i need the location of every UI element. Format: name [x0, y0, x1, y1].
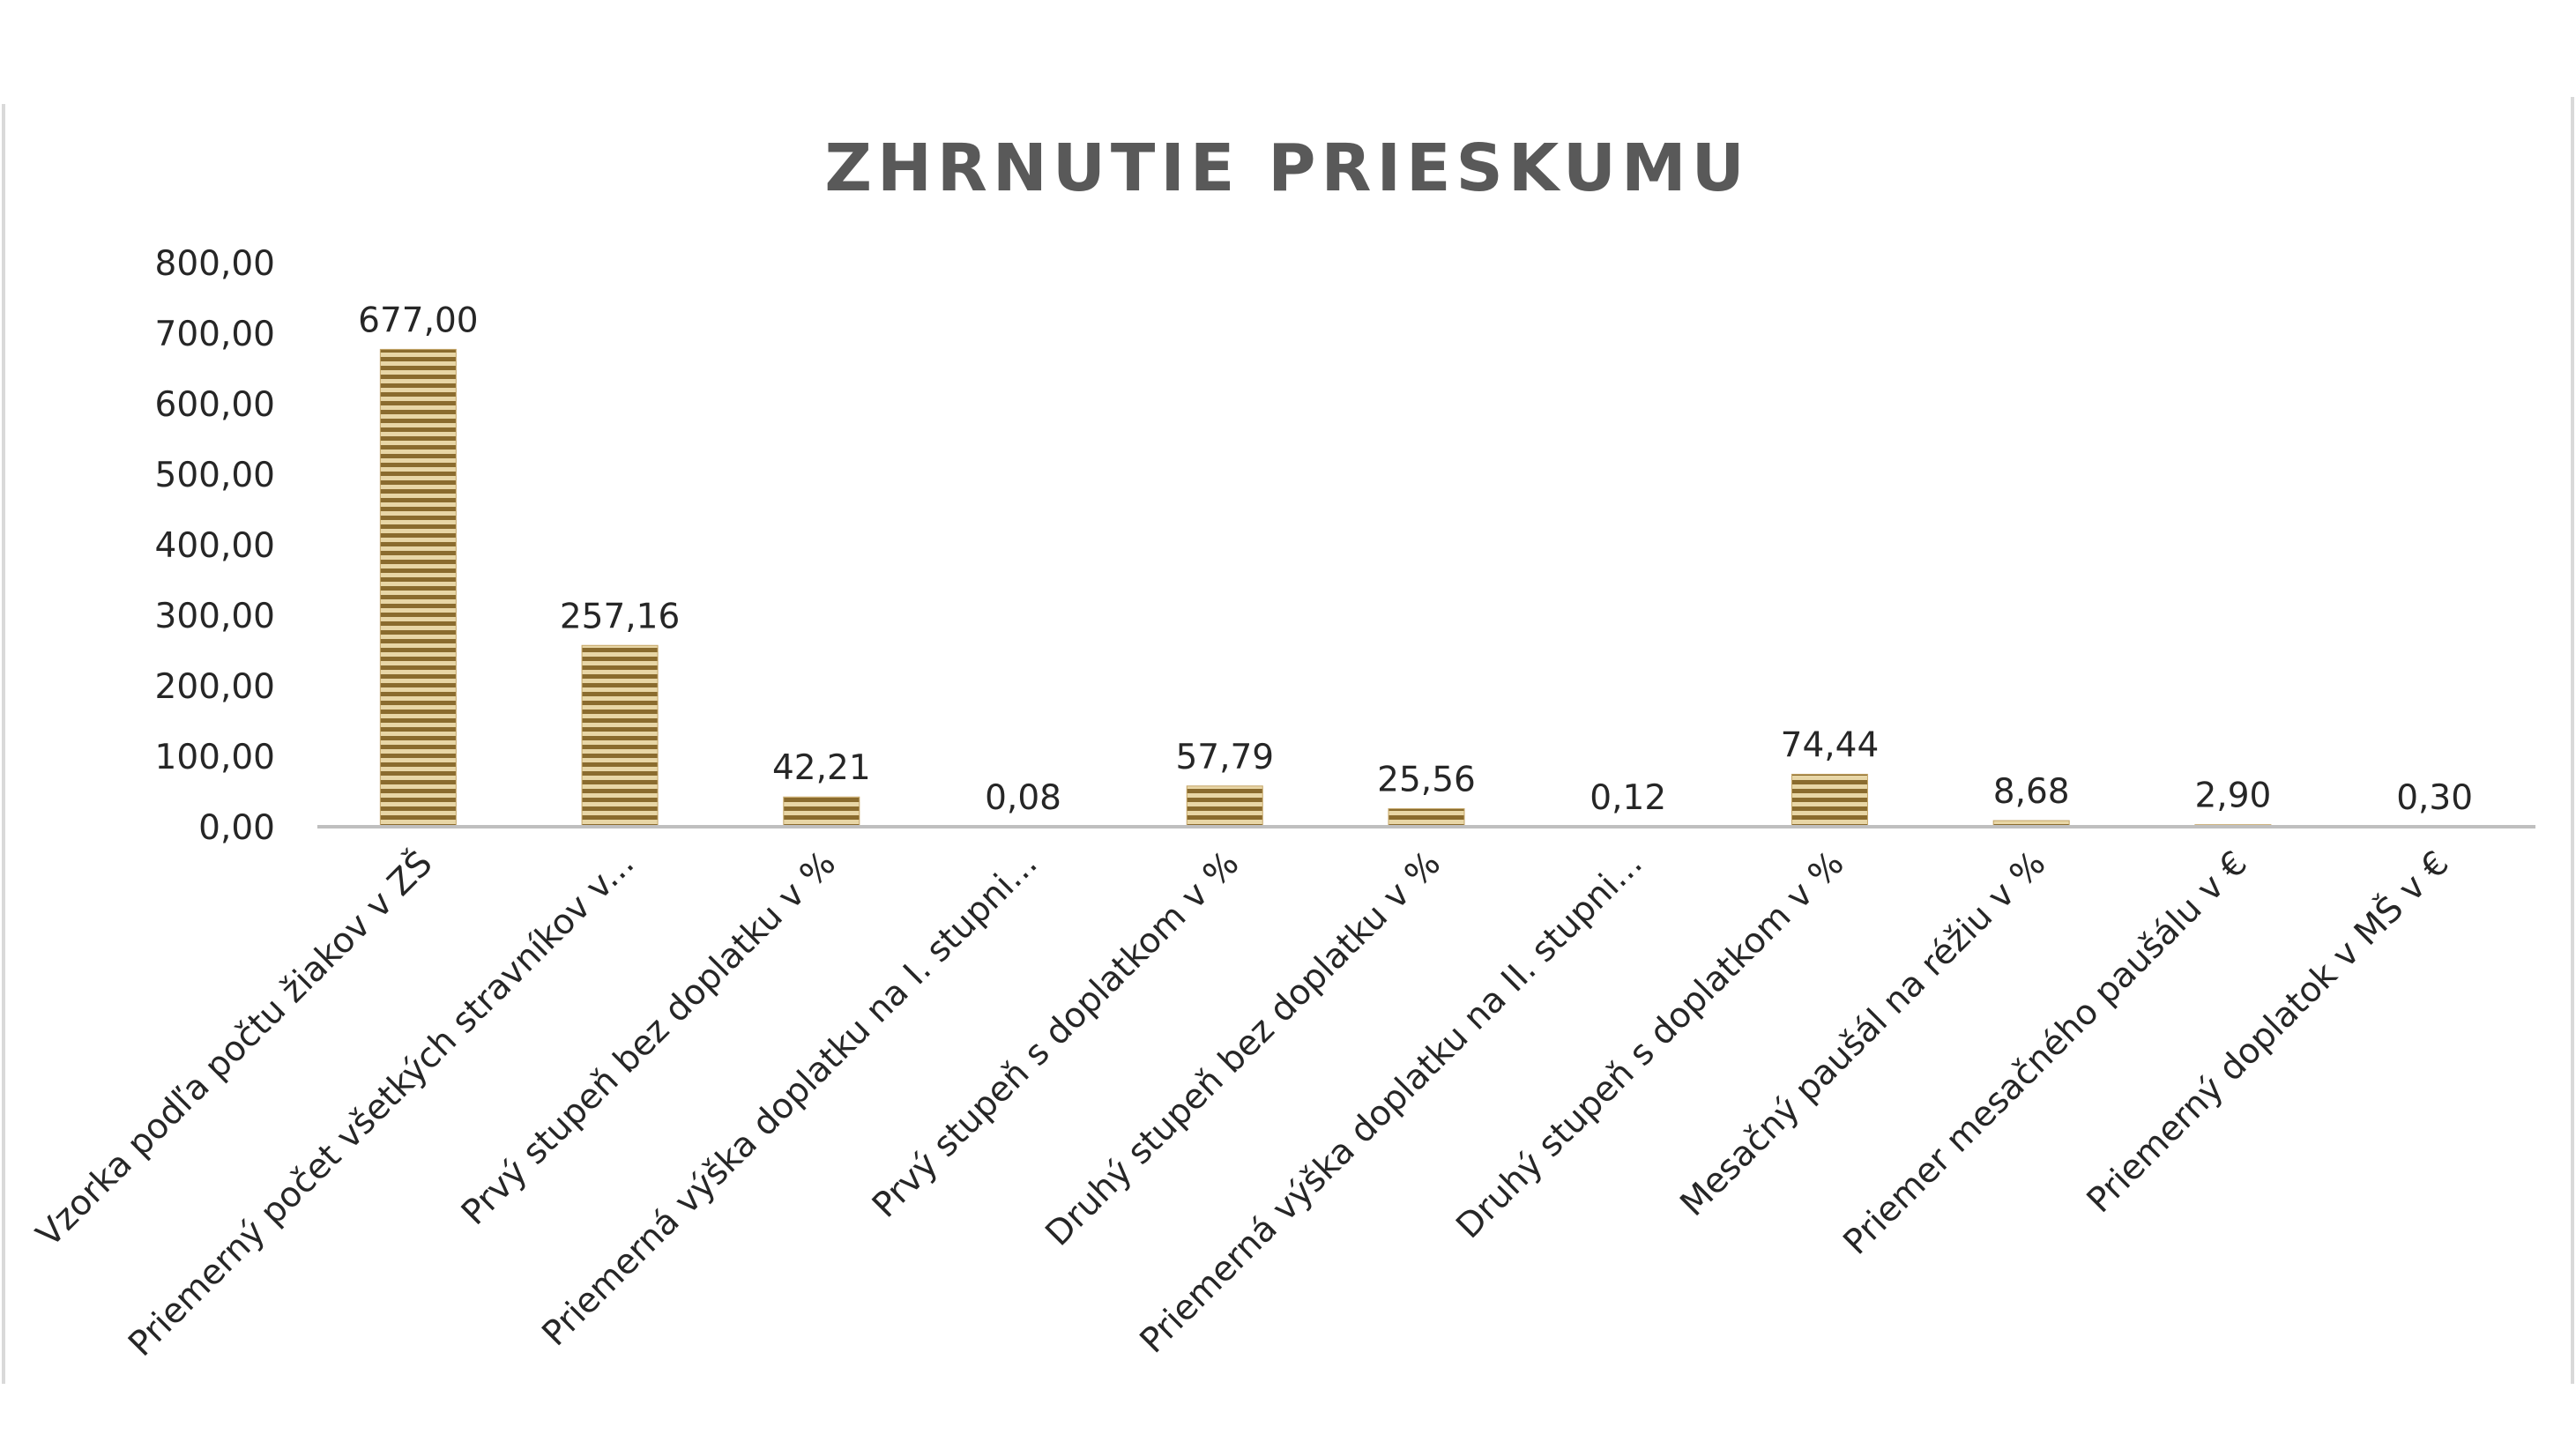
bars-group: [379, 348, 2474, 828]
bar: [1186, 785, 1263, 828]
data-labels-group: 677,00 257,16 42,21 0,08 57,79 25,56 0,12 74,44…: [358, 301, 2473, 818]
y-tick-label: 500,00: [155, 456, 275, 495]
y-tick-label: 400,00: [155, 526, 275, 566]
bar: [783, 796, 860, 828]
bar-data-label: 8,68: [1993, 772, 2070, 812]
bar-data-label: 74,44: [1781, 725, 1880, 765]
bar: [1791, 773, 1868, 828]
category-label: Druhý stupeň bez doplatku v %: [1039, 843, 1448, 1253]
category-label: Mesačný paušál na réžiu v %: [1673, 843, 2054, 1224]
y-axis-ticks: 0,00 100,00 200,00 300,00 400,00 500,00 600,00…: [155, 244, 275, 848]
bar-data-label: 0,12: [1590, 778, 1666, 818]
y-tick-label: 100,00: [155, 738, 275, 777]
category-label: Prvý stupeň s doplatkom v %: [865, 843, 1247, 1225]
category-labels-group: Vzorka podľa počtu žiakov v ZŠ Priemerný …: [28, 843, 2457, 1364]
category-label: Prvý stupeň bez doplatku v %: [454, 843, 844, 1233]
bar: [581, 644, 659, 828]
bar: [1388, 808, 1465, 828]
bar: [379, 348, 457, 828]
category-label: Priemerný doplatok v MŠ v €: [2078, 843, 2456, 1221]
y-tick-label: 600,00: [155, 385, 275, 425]
bar-data-label: 57,79: [1175, 738, 1274, 777]
bar-data-label: 0,08: [985, 778, 1061, 818]
bar-data-label: 677,00: [358, 301, 478, 340]
chart-title: ZHRNUTIE PRIESKUMU: [824, 130, 1749, 206]
category-label: Priemer mesačného paušálu v €: [1836, 843, 2255, 1262]
bar-data-label: 42,21: [772, 748, 871, 788]
bar-data-label: 257,16: [560, 597, 680, 636]
y-tick-label: 200,00: [155, 667, 275, 707]
y-tick-label: 700,00: [155, 315, 275, 354]
bar-data-label: 2,90: [2194, 777, 2271, 816]
category-label: Vzorka podľa počtu žiakov v ZŠ: [28, 843, 441, 1255]
y-tick-label: 0,00: [198, 808, 275, 848]
category-label: Druhý stupeň s doplatkom v %: [1449, 843, 1852, 1246]
y-tick-label: 300,00: [155, 597, 275, 636]
bar-data-label: 0,30: [2396, 778, 2473, 818]
bar-data-label: 25,56: [1377, 761, 1476, 800]
y-tick-label: 800,00: [155, 244, 275, 284]
